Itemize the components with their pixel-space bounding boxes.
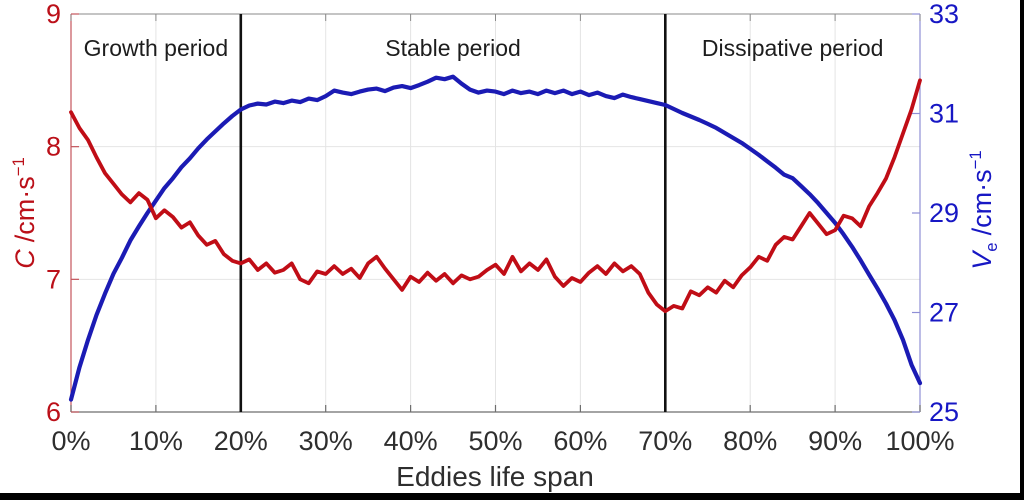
right-axis-symbol: V xyxy=(966,251,997,270)
left-axis-unit-exponent: −1 xyxy=(9,157,28,177)
window-edge-right xyxy=(1020,0,1024,500)
window-edge-bottom xyxy=(0,493,1024,500)
right-axis-unit-exponent: −1 xyxy=(965,150,985,170)
x-tick-label: 10% xyxy=(129,426,183,456)
x-tick-label: 80% xyxy=(723,426,777,456)
x-tick-label: 30% xyxy=(299,426,353,456)
left-tick-label: 6 xyxy=(46,397,61,427)
x-tick-label: 0% xyxy=(51,426,90,456)
right-tick-label: 33 xyxy=(929,0,959,29)
right-axis-title: Ve/cm·s−1 xyxy=(966,150,1002,269)
right-tick-label: 27 xyxy=(929,298,959,328)
left-tick-label: 9 xyxy=(46,0,61,29)
left-axis-symbol: C xyxy=(10,249,40,269)
left-axis-unit: /cm·s xyxy=(10,176,40,243)
annotation-growth-period: Growth period xyxy=(83,35,229,61)
x-tick-label: 60% xyxy=(553,426,607,456)
right-axis-symbol-subscript: e xyxy=(982,242,1002,252)
annotation-stable-period: Stable period xyxy=(385,35,521,61)
right-tick-label: 29 xyxy=(929,198,959,228)
x-tick-label: 90% xyxy=(808,426,862,456)
x-tick-label: 100% xyxy=(885,426,954,456)
right-axis-unit: /cm·s xyxy=(966,169,997,236)
c-series-line xyxy=(69,78,922,314)
ve-series-line xyxy=(68,74,923,402)
x-axis-title: Eddies life span xyxy=(396,461,594,492)
left-axis-title: C/cm·s−1 xyxy=(9,157,41,269)
left-tick-label: 8 xyxy=(46,132,61,162)
right-tick-label: 25 xyxy=(929,397,959,427)
left-tick-label: 7 xyxy=(46,264,61,294)
annotation-dissipative-period: Dissipative period xyxy=(701,35,884,61)
x-tick-label: 20% xyxy=(214,426,268,456)
x-tick-label: 70% xyxy=(638,426,692,456)
right-tick-label: 31 xyxy=(929,99,959,129)
x-tick-label: 40% xyxy=(384,426,438,456)
x-tick-label: 50% xyxy=(468,426,522,456)
